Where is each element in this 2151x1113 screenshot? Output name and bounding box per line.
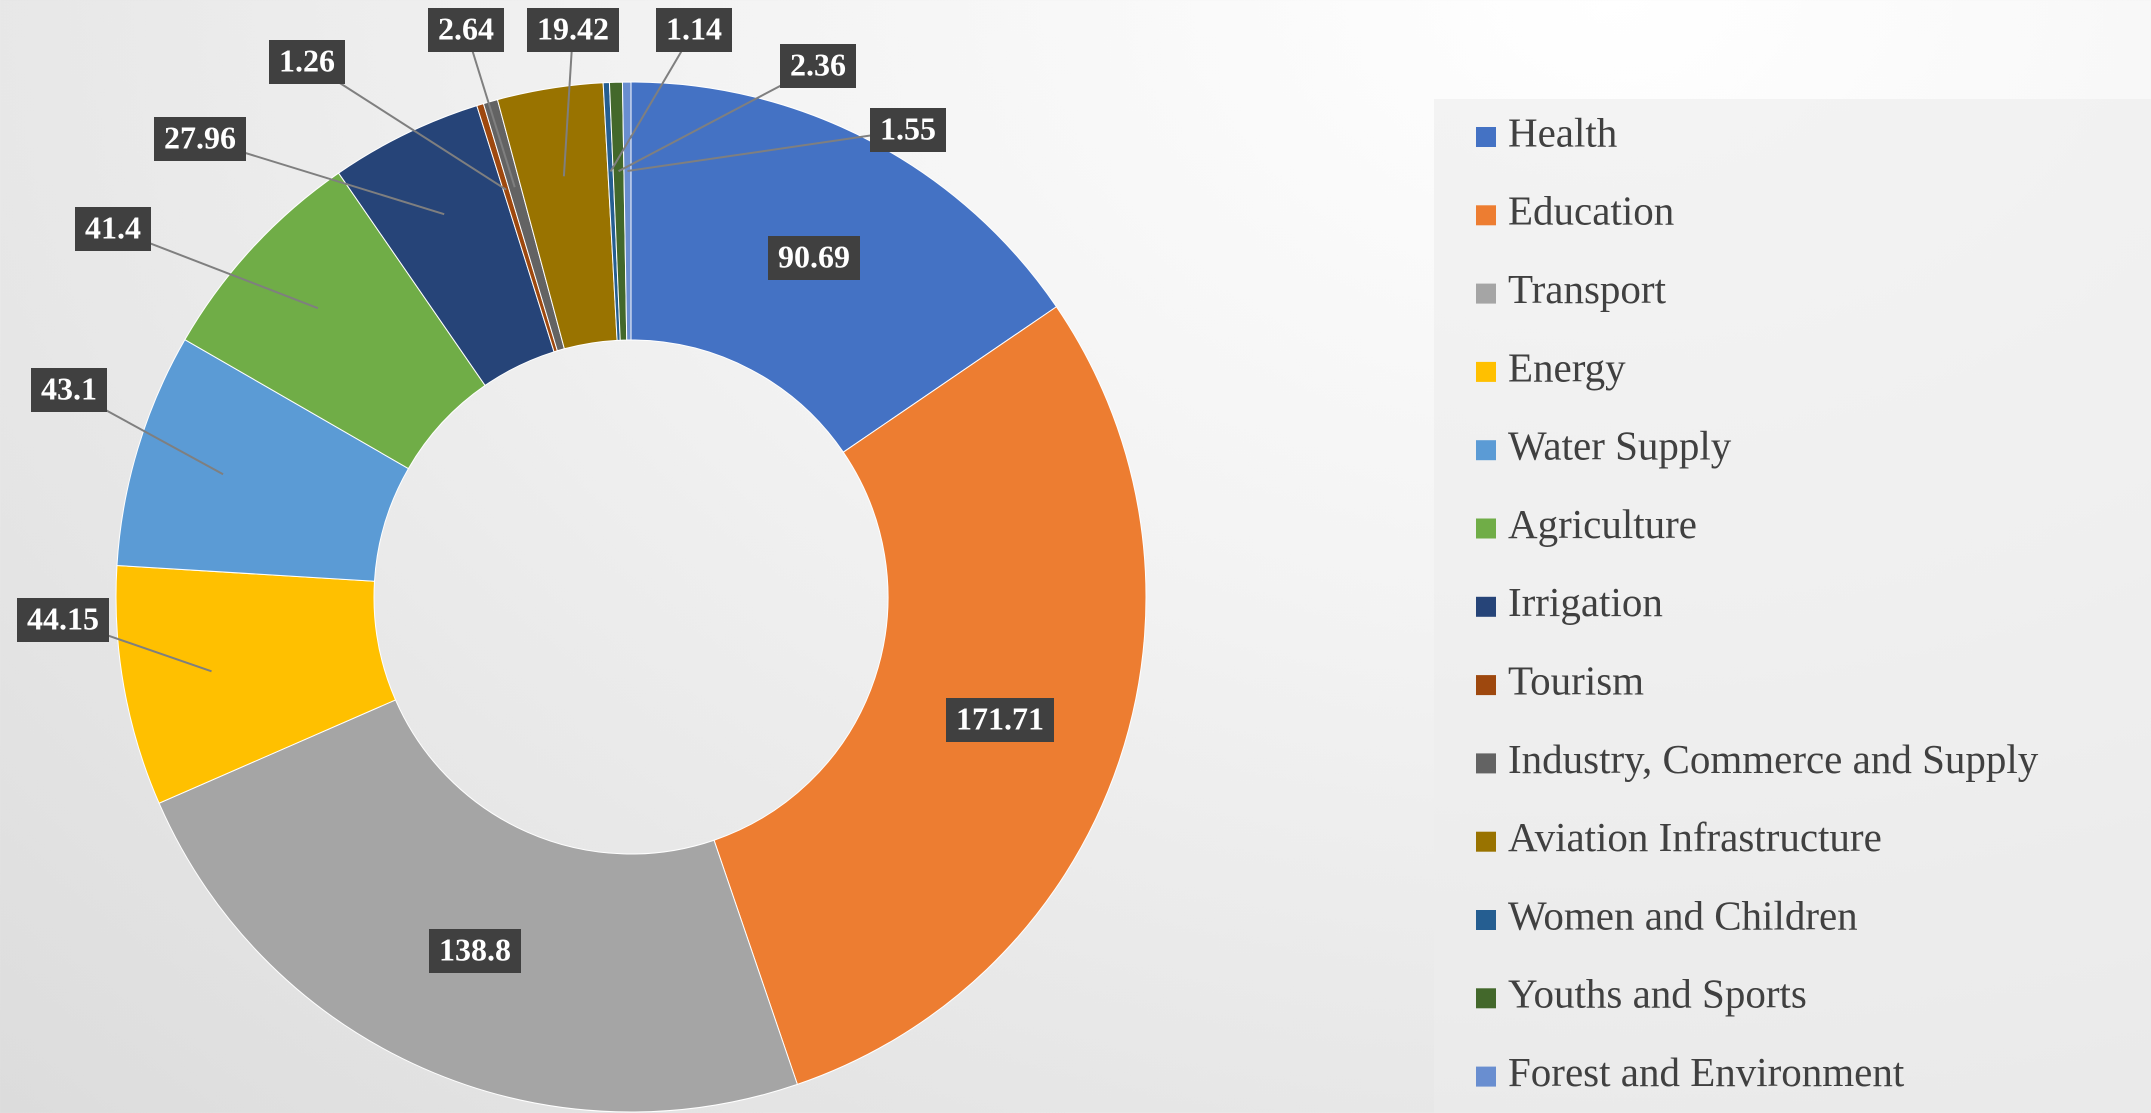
data-label: 44.15 [27, 600, 99, 636]
legend-swatch [1476, 283, 1496, 304]
data-label-group: 2.36 [780, 44, 856, 88]
data-label-box [768, 236, 860, 280]
legend-swatch [1476, 440, 1496, 461]
data-label: 1.26 [279, 42, 335, 78]
legend-panel [1434, 99, 2151, 1113]
data-label-group: 27.96 [154, 117, 246, 161]
legend-label: Forest and Environment [1508, 1049, 1905, 1095]
data-label-group: 44.15 [17, 598, 109, 642]
leader-line [465, 29, 516, 188]
data-label-group: 2.64 [428, 8, 504, 52]
data-label: 171.71 [956, 700, 1044, 736]
data-label-box [429, 929, 521, 973]
legend-swatch [1476, 753, 1496, 774]
data-label-box [428, 8, 504, 52]
data-label-box [780, 44, 856, 88]
data-label-group: 90.69 [768, 236, 860, 280]
data-label-box [946, 698, 1054, 742]
legend-swatch [1476, 205, 1496, 226]
data-label-group: 138.8 [429, 929, 521, 973]
legend-label: Transport [1508, 266, 1667, 312]
data-label-group: 41.4 [75, 207, 151, 251]
legend-label: Aviation Infrastructure [1508, 814, 1882, 860]
legend-swatch [1476, 675, 1496, 696]
data-label: 138.8 [439, 931, 511, 967]
data-label: 1.14 [666, 10, 722, 46]
legend-label: Tourism [1508, 658, 1644, 704]
data-label: 2.36 [790, 46, 846, 82]
data-label: 41.4 [85, 209, 141, 245]
leader-line [562, 29, 574, 177]
legend-swatch [1476, 831, 1496, 852]
legend-swatch [1476, 518, 1496, 539]
data-label: 2.64 [438, 10, 494, 46]
leader-line [627, 129, 909, 173]
legend-swatch [1476, 988, 1496, 1009]
legend-label: Health [1508, 109, 1617, 155]
legend-swatch [1476, 910, 1496, 930]
data-label-group: 1.26 [269, 40, 345, 84]
data-label: 19.42 [537, 10, 609, 46]
data-label-box [17, 598, 109, 642]
legend-label: Industry, Commerce and Supply [1508, 736, 2039, 782]
legend-label: Water Supply [1508, 423, 1732, 469]
legend-label: Youths and Sports [1508, 971, 1807, 1017]
legend-label: Energy [1508, 344, 1626, 390]
data-label-box [870, 108, 946, 152]
legend-label: Irrigation [1508, 579, 1663, 625]
data-label-box [269, 40, 345, 84]
data-label-box [75, 207, 151, 251]
leader-line [609, 29, 695, 172]
legend-label: Education [1508, 188, 1674, 234]
data-label-box [656, 8, 732, 52]
data-label-group: 1.55 [870, 108, 946, 152]
data-label-group: 1.14 [656, 8, 732, 52]
donut-slice [158, 699, 799, 1113]
donut-slice [713, 306, 1147, 1086]
legend-swatch [1476, 596, 1496, 617]
data-label: 90.69 [778, 238, 850, 274]
legend-swatch [1476, 127, 1496, 147]
data-label-box [154, 117, 246, 161]
data-label: 43.1 [41, 370, 97, 406]
data-label: 27.96 [164, 119, 236, 155]
data-label-box [527, 8, 619, 52]
legend-label: Women and Children [1508, 892, 1858, 938]
data-label-box [31, 368, 107, 412]
data-label-group: 43.1 [31, 368, 107, 412]
legend-label: Agriculture [1508, 501, 1697, 547]
data-label: 1.55 [880, 110, 936, 146]
data-label-group: 19.42 [527, 8, 619, 52]
data-label-group: 171.71 [946, 698, 1054, 742]
legend-swatch [1476, 1066, 1496, 1087]
legend-swatch [1476, 361, 1496, 382]
